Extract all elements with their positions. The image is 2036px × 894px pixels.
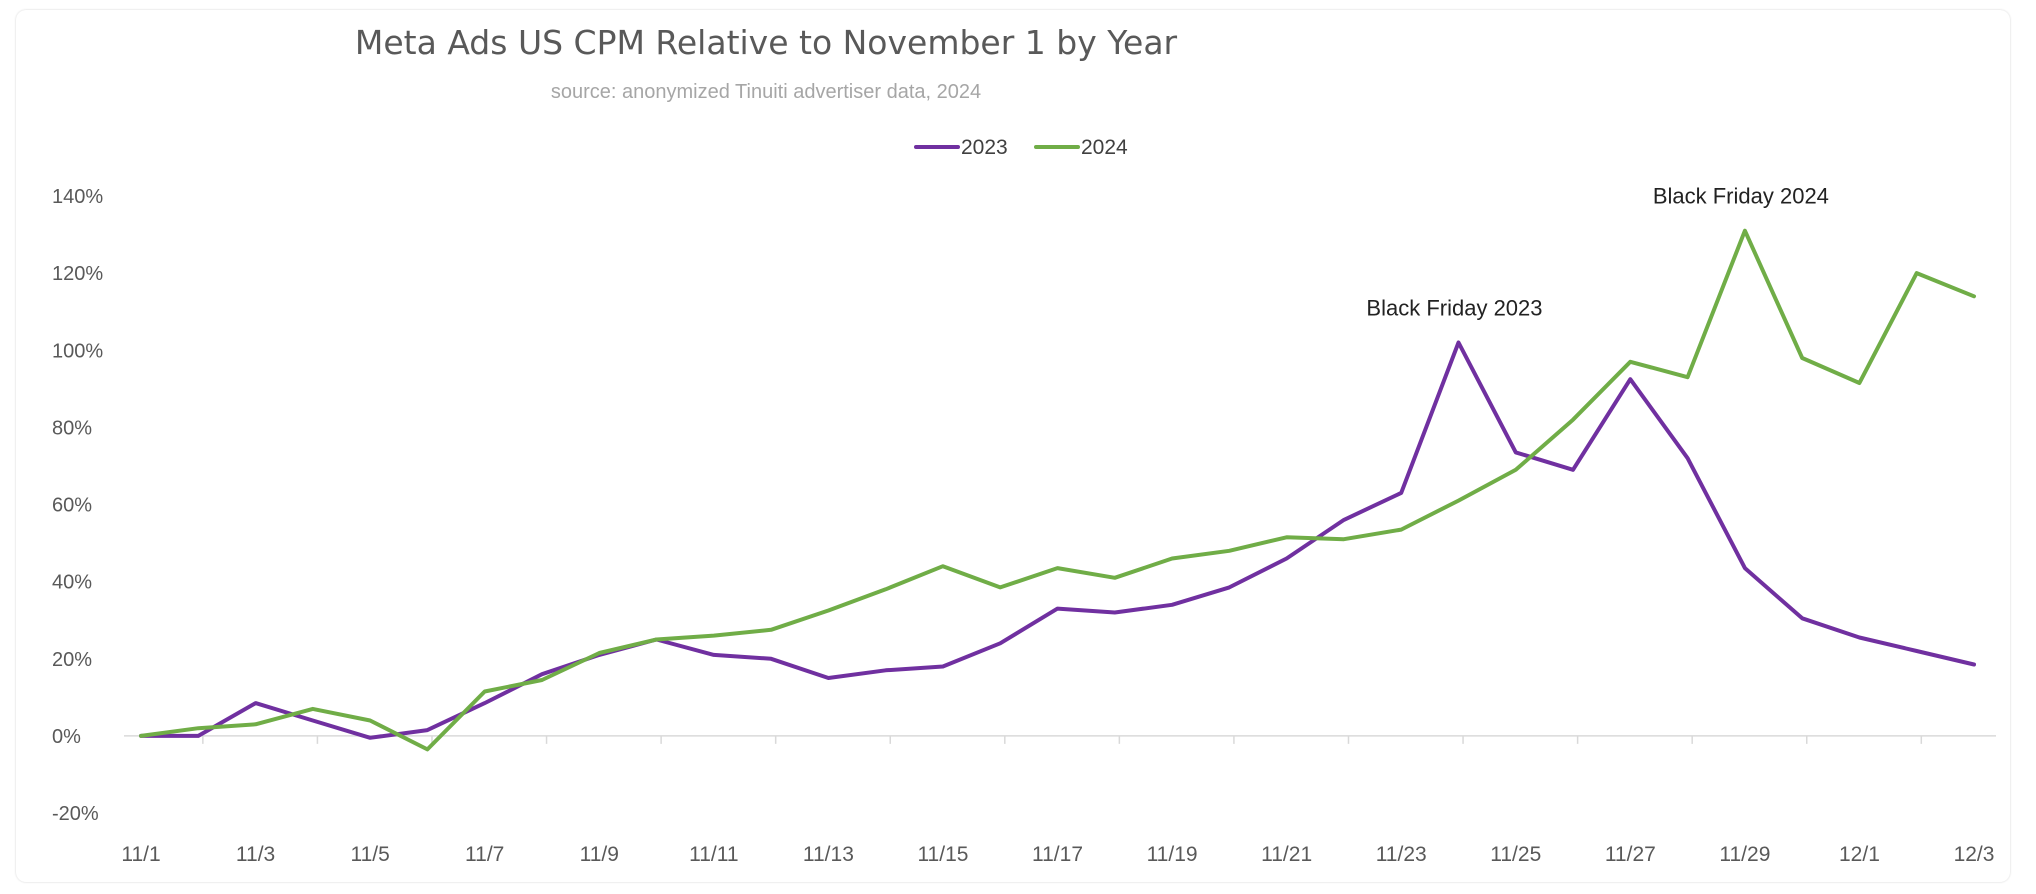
x-tick-label: 11/17: [1032, 843, 1083, 866]
x-tick-label: 11/19: [1147, 843, 1198, 866]
x-tick-label: 11/25: [1490, 843, 1541, 866]
chart: Meta Ads US CPM Relative to November 1 b…: [52, 23, 1996, 866]
x-tick-label: 11/1: [121, 843, 160, 866]
x-tick-label: 11/21: [1261, 843, 1312, 866]
y-tick-label: -20%: [52, 803, 99, 825]
chart-card: Meta Ads US CPM Relative to November 1 b…: [16, 10, 2010, 882]
y-tick-label: 80%: [52, 417, 92, 439]
annotation-label: Black Friday 2024: [1653, 184, 1829, 209]
legend-label-2024: 2024: [1081, 136, 1128, 159]
x-tick-label: 11/3: [236, 843, 275, 866]
y-tick-label: 140%: [52, 186, 103, 208]
x-tick-label: 11/11: [689, 843, 738, 866]
legend-label-2023: 2023: [961, 136, 1008, 159]
x-tick-label: 11/9: [580, 843, 619, 866]
y-tick-label: 100%: [52, 340, 103, 362]
x-tick-label: 11/5: [350, 843, 389, 866]
series-line-2024: [139, 228, 1976, 752]
y-tick-label: 120%: [52, 263, 103, 285]
x-tick-label: 12/3: [1954, 843, 1995, 866]
y-tick-label: 20%: [52, 649, 92, 671]
x-tick-label: 11/27: [1605, 843, 1656, 866]
x-tick-label: 11/15: [917, 843, 968, 866]
annotations: Black Friday 2023 Black Friday 2024: [1366, 184, 1829, 321]
y-tick-label: 0%: [52, 726, 81, 748]
axes: -20% 0% 20% 40% 60% 80% 100% 120% 140% 11/1 11/3 11…: [52, 186, 1996, 866]
chart-subtitle: source: anonymized Tinuiti advertiser da…: [551, 81, 981, 103]
series-line-2023: [139, 340, 1976, 740]
chart-title: Meta Ads US CPM Relative to November 1 b…: [355, 23, 1178, 62]
y-tick-label: 40%: [52, 572, 92, 594]
x-tick-label: 11/29: [1719, 843, 1770, 866]
x-tick-label: 12/1: [1839, 843, 1880, 866]
annotation-label: Black Friday 2023: [1366, 296, 1542, 321]
y-tick-label: 60%: [52, 495, 92, 517]
x-tick-label: 11/7: [465, 843, 504, 866]
series-group: [139, 228, 1976, 752]
legend: 2023 2024: [914, 136, 1128, 159]
x-tick-label: 11/23: [1376, 843, 1427, 866]
x-tick-label: 11/13: [803, 843, 854, 866]
